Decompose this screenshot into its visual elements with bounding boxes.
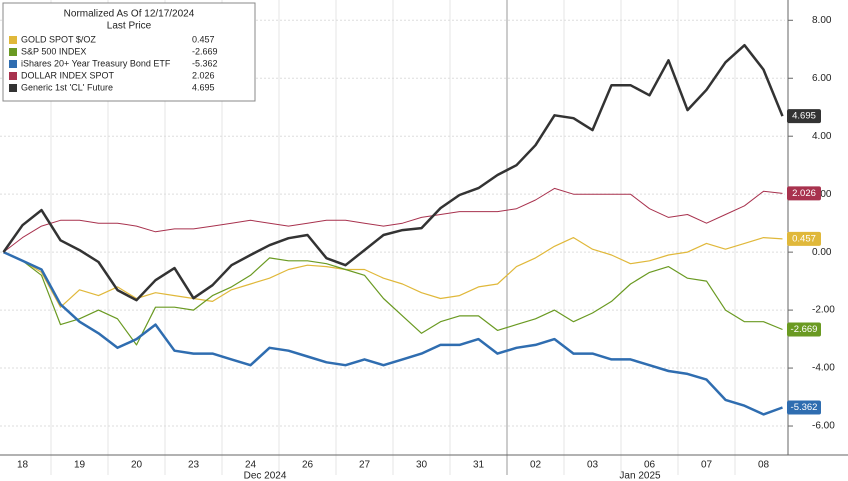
x-tick-label: 03 bbox=[587, 460, 599, 471]
x-group-label: Jan 2025 bbox=[619, 471, 661, 481]
legend-subtitle: Last Price bbox=[107, 21, 152, 32]
end-tag bbox=[787, 322, 821, 337]
y-tick-label: 8.00 bbox=[812, 15, 832, 26]
x-tick-label: 23 bbox=[188, 460, 200, 471]
legend-value: 2.026 bbox=[192, 70, 215, 80]
legend-swatch bbox=[9, 72, 17, 80]
series-line bbox=[3, 237, 783, 308]
x-tick-label: 19 bbox=[74, 460, 86, 471]
y-tick-label: -4.00 bbox=[812, 363, 835, 374]
end-tag bbox=[787, 109, 821, 124]
y-tick-label: 4.00 bbox=[812, 131, 832, 142]
legend-box bbox=[2, 2, 256, 102]
y-tick-label: 0.00 bbox=[812, 247, 832, 258]
end-tag-label: 0.457 bbox=[792, 233, 816, 244]
legend-swatch bbox=[9, 36, 17, 44]
legend-value: 0.457 bbox=[192, 34, 215, 44]
legend-value: 4.695 bbox=[192, 82, 215, 92]
x-tick-label: 31 bbox=[473, 460, 485, 471]
x-tick-label: 20 bbox=[131, 460, 143, 471]
x-group-label: Dec 2024 bbox=[244, 471, 287, 481]
y-tick-label: 2.00 bbox=[812, 189, 832, 200]
x-tick-label: 07 bbox=[701, 460, 713, 471]
legend-value: -5.362 bbox=[192, 58, 218, 68]
legend-value: -2.669 bbox=[192, 46, 218, 56]
legend-label: Generic 1st 'CL' Future bbox=[21, 82, 113, 92]
series-line bbox=[2, 43, 784, 302]
end-tag-label: 2.026 bbox=[792, 188, 816, 199]
legend-swatch bbox=[9, 48, 17, 56]
legend-label: GOLD SPOT $/OZ bbox=[21, 34, 96, 44]
legend: Normalized As Of 12/17/2024 Last Price G… bbox=[2, 2, 256, 102]
end-tag-label: -5.362 bbox=[791, 402, 818, 413]
x-tick-label: 08 bbox=[758, 460, 770, 471]
end-tag bbox=[787, 400, 821, 415]
y-tick-label: 6.00 bbox=[812, 73, 832, 84]
x-tick-label: 24 bbox=[245, 460, 257, 471]
x-tick-label: 27 bbox=[359, 460, 371, 471]
series-line bbox=[2, 250, 783, 416]
end-tag bbox=[787, 231, 821, 246]
x-tick-label: 02 bbox=[530, 460, 542, 471]
legend-title: Normalized As Of 12/17/2024 bbox=[64, 9, 195, 20]
legend-label: DOLLAR INDEX SPOT bbox=[21, 70, 115, 80]
end-tag-label: 4.695 bbox=[792, 111, 816, 122]
legend-label: S&P 500 INDEX bbox=[21, 46, 86, 56]
legend-swatch bbox=[9, 84, 17, 92]
x-tick-label: 30 bbox=[416, 460, 428, 471]
legend-swatch bbox=[9, 60, 17, 68]
x-tick-label: 06 bbox=[644, 460, 656, 471]
y-tick-label: -2.00 bbox=[812, 305, 835, 316]
end-tag-label: -2.669 bbox=[791, 324, 818, 335]
x-tick-label: 18 bbox=[17, 460, 29, 471]
end-tag bbox=[787, 186, 821, 201]
legend-label: iShares 20+ Year Treasury Bond ETF bbox=[21, 58, 171, 68]
y-tick-label: -6.00 bbox=[812, 421, 835, 432]
x-tick-label: 26 bbox=[302, 460, 314, 471]
series-line bbox=[3, 187, 783, 253]
